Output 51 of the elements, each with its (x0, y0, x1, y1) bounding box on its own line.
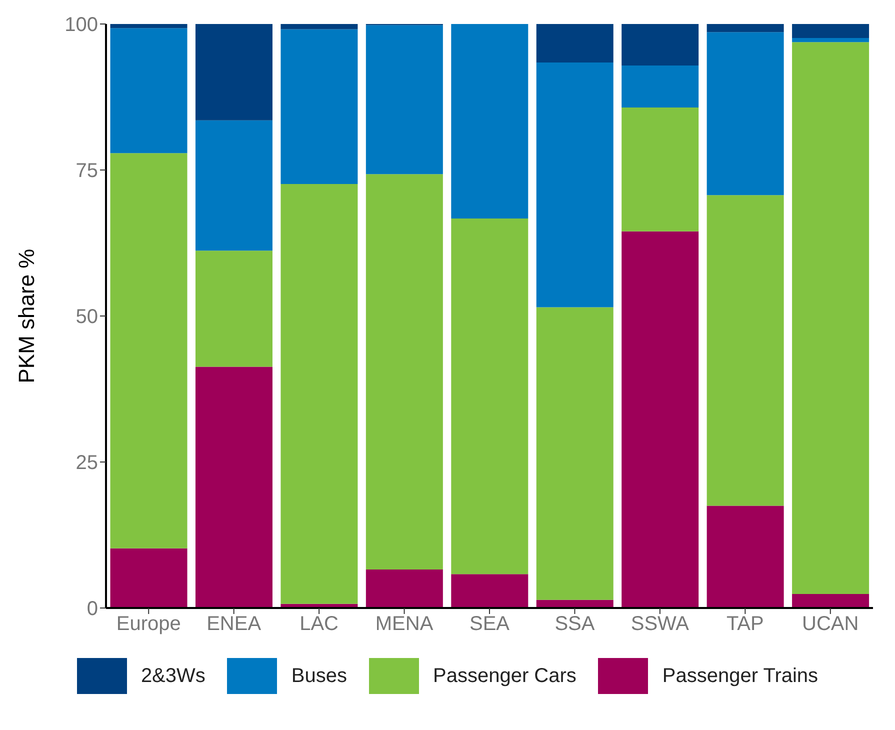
y-tick-label: 0 (86, 598, 98, 620)
bar (706, 195, 784, 506)
bar (622, 65, 699, 108)
x-tick-label: SSWA (630, 613, 690, 636)
x-tick-label: TAP (726, 613, 764, 636)
legend-label: Passenger Cars (433, 664, 576, 688)
bar (110, 548, 188, 608)
x-tick-label: SEA (469, 613, 510, 636)
bar (195, 120, 272, 251)
bar (792, 38, 870, 42)
bar (622, 231, 699, 608)
bar (706, 24, 784, 32)
y-tick-label: 100 (64, 14, 98, 36)
bar (451, 218, 528, 574)
legend-label: 2&3Ws (140, 664, 206, 688)
x-tick-label: LAC (300, 613, 339, 636)
bar (110, 28, 188, 154)
bar (280, 29, 358, 184)
bar (536, 307, 614, 600)
bar (110, 153, 188, 548)
x-tick-label: MENA (375, 613, 434, 636)
bar (366, 569, 443, 608)
bar (195, 24, 272, 120)
bar (195, 250, 272, 367)
bar (706, 32, 784, 196)
bar (280, 184, 358, 604)
bar (280, 24, 358, 30)
bar (536, 24, 614, 63)
bar (792, 594, 870, 608)
bar (195, 366, 272, 608)
bar (366, 25, 443, 174)
x-tick-label: UCAN (802, 613, 859, 636)
bar (622, 24, 699, 66)
bar (622, 108, 699, 232)
bar (706, 506, 784, 608)
y-axis-title: PKM share % (14, 248, 39, 384)
bar (366, 174, 443, 570)
bar (451, 574, 528, 608)
x-tick-label: SSA (554, 613, 596, 636)
bar (451, 24, 528, 218)
y-tick-label: 25 (76, 452, 98, 474)
bar (110, 24, 188, 28)
bar (792, 24, 870, 38)
y-tick-label: 50 (76, 306, 98, 328)
bar (792, 42, 870, 594)
x-tick-label: Europe (116, 613, 181, 636)
y-tick-label: 75 (76, 160, 98, 182)
bar (536, 62, 614, 308)
legend-label: Passenger Trains (662, 664, 818, 688)
x-tick-label: ENEA (206, 613, 262, 636)
legend-label: Buses (291, 664, 347, 688)
